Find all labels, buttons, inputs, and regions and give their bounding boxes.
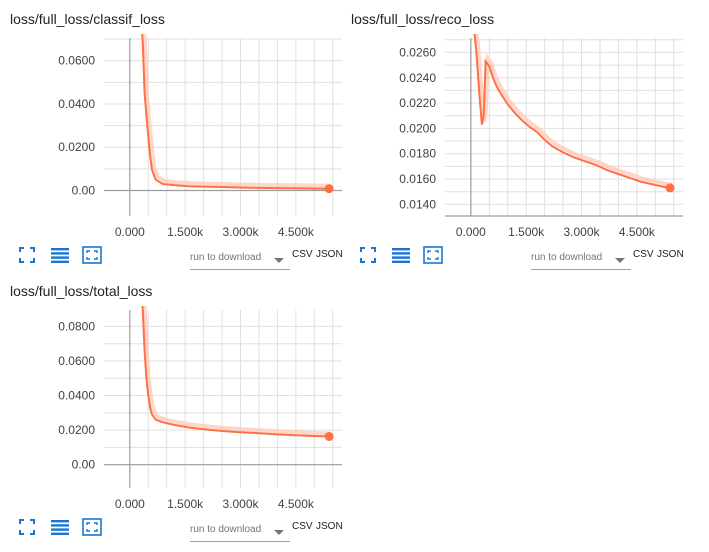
last-point-marker xyxy=(665,183,675,193)
chart-card-classif-loss: loss/full_loss/classif_loss 0.0600 0.0400… xyxy=(0,0,343,270)
x-tick-label: 4.500k xyxy=(278,225,315,239)
series-line xyxy=(141,34,330,190)
expand-icon[interactable] xyxy=(423,246,443,264)
y-tick-label: 0.0800 xyxy=(58,319,95,333)
y-tick-label: 0.0180 xyxy=(399,147,436,161)
chart-card-reco-loss: loss/full_loss/reco_loss 0.0260 0.0240 0.0… xyxy=(341,0,684,270)
x-tick-label: 1.500k xyxy=(508,225,545,239)
chart-title: loss/full_loss/reco_loss xyxy=(351,11,495,27)
series-line xyxy=(473,34,671,189)
run-select-label: run to download xyxy=(190,252,262,263)
y-tick-label: 0.0200 xyxy=(399,121,436,135)
chart-toolbar: run to download CSV JSON xyxy=(0,240,343,270)
x-tick-label: 1.500k xyxy=(167,225,204,239)
chart-card-total-loss: loss/full_loss/total_loss 0.0800 0.0600 0.… xyxy=(0,272,343,542)
run-select-label: run to download xyxy=(531,252,603,263)
x-tick-label: 3.000k xyxy=(564,225,601,239)
toggle-log-icon[interactable] xyxy=(50,246,70,264)
chart-toolbar: run to download CSV JSON xyxy=(341,240,684,270)
fit-domain-icon[interactable] xyxy=(18,246,38,264)
y-tick-label: 0.00 xyxy=(72,183,96,197)
run-select[interactable]: run to download xyxy=(190,251,290,270)
chart-title: loss/full_loss/classif_loss xyxy=(10,11,165,27)
y-tick-label: 0.0400 xyxy=(58,389,95,403)
fit-domain-icon[interactable] xyxy=(18,518,38,536)
csv-download-link[interactable]: CSV xyxy=(292,521,313,532)
grid xyxy=(104,310,342,488)
toggle-log-icon[interactable] xyxy=(391,246,411,264)
chart-toolbar: run to download CSV JSON xyxy=(0,512,343,542)
csv-download-link[interactable]: CSV xyxy=(292,249,313,260)
chart-plot-classif-loss[interactable]: 0.0600 0.0400 0.0200 0.00 0.000 1.500k 3.000k 4… xyxy=(0,0,342,240)
json-download-link[interactable]: JSON xyxy=(657,249,684,260)
chart-plot-reco-loss[interactable]: 0.0260 0.0240 0.0220 0.0200 0.0180 0.0160 0.01… xyxy=(341,0,683,240)
y-tick-label: 0.0200 xyxy=(58,140,95,154)
x-tick-label: 4.500k xyxy=(278,497,315,511)
fit-domain-icon[interactable] xyxy=(359,246,379,264)
x-tick-label: 0.000 xyxy=(115,225,145,239)
run-select[interactable]: run to download xyxy=(190,523,290,542)
y-tick-label: 0.0220 xyxy=(399,96,436,110)
last-point-marker xyxy=(324,184,334,194)
y-tick-label: 0.0400 xyxy=(58,97,95,111)
chevron-down-icon xyxy=(274,530,284,535)
last-point-marker xyxy=(324,432,334,442)
series-line xyxy=(141,306,330,438)
y-tick-label: 0.0260 xyxy=(399,45,436,59)
series-raw-line xyxy=(474,34,673,187)
chart-plot-total-loss[interactable]: 0.0800 0.0600 0.0400 0.0200 0.00 0.000 1.500k 3… xyxy=(0,272,342,512)
x-tick-label: 1.500k xyxy=(167,497,204,511)
expand-icon[interactable] xyxy=(82,246,102,264)
x-tick-label: 0.000 xyxy=(115,497,145,511)
toggle-log-icon[interactable] xyxy=(50,518,70,536)
grid xyxy=(445,38,683,216)
x-tick-label: 0.000 xyxy=(456,225,486,239)
chart-title: loss/full_loss/total_loss xyxy=(10,283,153,299)
y-tick-label: 0.0160 xyxy=(399,172,436,186)
chevron-down-icon xyxy=(274,258,284,263)
json-download-link[interactable]: JSON xyxy=(316,249,343,260)
x-tick-label: 4.500k xyxy=(619,225,656,239)
expand-icon[interactable] xyxy=(82,518,102,536)
run-select[interactable]: run to download xyxy=(531,251,631,270)
y-tick-label: 0.00 xyxy=(72,458,96,472)
x-tick-label: 3.000k xyxy=(223,225,260,239)
chevron-down-icon xyxy=(615,258,625,263)
series-raw-line xyxy=(142,34,332,188)
json-download-link[interactable]: JSON xyxy=(316,521,343,532)
x-tick-label: 3.000k xyxy=(223,497,260,511)
csv-download-link[interactable]: CSV xyxy=(633,249,654,260)
series-raw-line xyxy=(142,306,332,436)
y-tick-label: 0.0200 xyxy=(58,423,95,437)
run-select-label: run to download xyxy=(190,524,262,535)
y-tick-label: 0.0240 xyxy=(399,71,436,85)
y-tick-label: 0.0600 xyxy=(58,354,95,368)
y-tick-label: 0.0600 xyxy=(58,54,95,68)
y-tick-label: 0.0140 xyxy=(399,197,436,211)
